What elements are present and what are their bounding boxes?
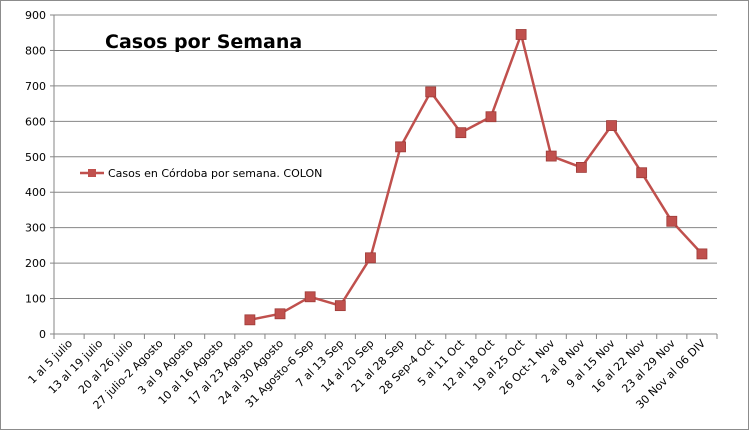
y-tick-label: 100	[25, 293, 46, 306]
y-tick-label: 400	[25, 186, 46, 199]
series	[244, 29, 708, 326]
y-tick-label: 900	[25, 9, 46, 22]
data-point-6	[244, 314, 256, 326]
data-point-12	[425, 86, 437, 98]
data-point-15	[515, 29, 527, 40]
y-tick-label: 700	[25, 80, 46, 93]
chart-title: Casos por Semana	[105, 31, 302, 53]
data-point-18	[606, 120, 617, 131]
series-line	[249, 33, 703, 322]
axes	[50, 14, 718, 339]
y-tick-labels: 0 100 200 300 400 500 600 700 800 900	[25, 9, 46, 341]
data-point-21	[696, 248, 708, 260]
y-tick-label: 0	[39, 328, 46, 341]
data-point-8	[304, 291, 316, 303]
data-point-9	[334, 300, 346, 312]
data-point-7	[274, 308, 286, 320]
data-point-19	[636, 167, 648, 179]
data-point-17	[575, 162, 587, 173]
data-point-13	[455, 127, 467, 139]
legend-marker	[88, 169, 96, 177]
data-point-20	[666, 215, 678, 227]
y-tick-label: 300	[25, 222, 46, 235]
legend-label: Casos en Córdoba por semana. COLON	[108, 167, 322, 180]
y-tick-label: 500	[25, 151, 46, 164]
y-tick-label: 600	[25, 115, 46, 128]
data-point-11	[395, 141, 406, 153]
data-point-10	[365, 252, 376, 264]
data-point-16	[545, 150, 557, 162]
data-point-14	[485, 111, 497, 123]
legend: Casos en Córdoba por semana. COLON	[80, 167, 322, 180]
y-tick-label: 800	[25, 44, 46, 57]
gridlines	[54, 14, 717, 300]
y-tick-label: 200	[25, 257, 46, 270]
